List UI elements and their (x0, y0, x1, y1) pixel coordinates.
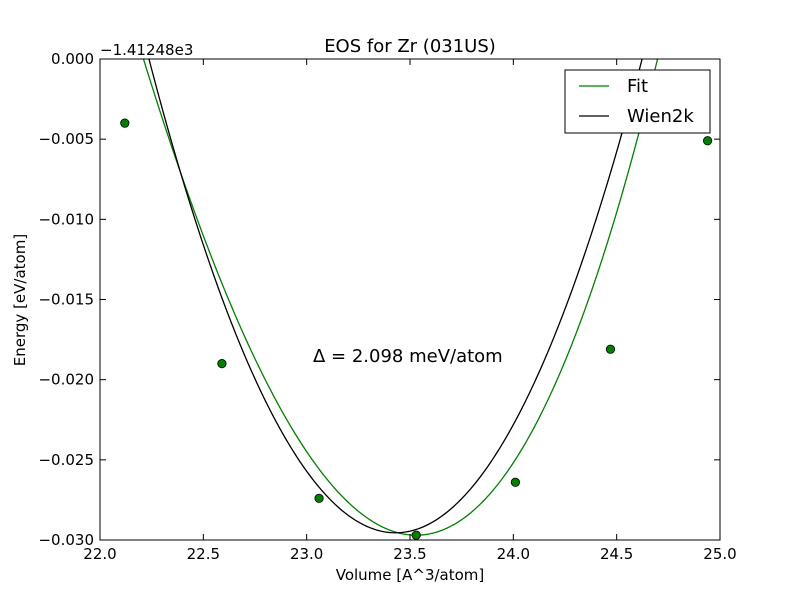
data-point (411, 530, 421, 540)
data-point (120, 118, 130, 128)
y-tick-label: 0.000 (51, 50, 94, 68)
x-tick-label: 24.0 (497, 545, 530, 563)
legend-wien2k-label: Wien2k (627, 106, 694, 127)
chart-title: EOS for Zr (031US) (324, 36, 496, 57)
x-tick-label: 22.0 (83, 545, 116, 563)
x-tick-label: 23.0 (290, 545, 323, 563)
delta-annotation: Δ = 2.098 meV/atom (313, 346, 503, 367)
y-offset-label: −1.41248e3 (100, 41, 193, 59)
data-point (605, 344, 616, 354)
legend-box (564, 69, 711, 134)
data-point (314, 493, 324, 503)
y-axis: 0.000 −0.005 −0.010 −0.015 −0.020 −0.025 −0.03… (38, 50, 720, 549)
y-tick-label: −0.020 (38, 371, 94, 389)
data-point (510, 477, 521, 487)
x-tick-label: 24.5 (600, 545, 633, 563)
x-tick-label: 22.5 (187, 545, 220, 563)
series-wien2k-line (148, 59, 643, 534)
plot-area (100, 59, 720, 540)
legend-fit-label: Fit (627, 76, 648, 97)
x-axis-label: Volume [A^3/atom] (336, 566, 485, 584)
y-tick-label: −0.025 (38, 451, 94, 469)
y-tick-label: −0.015 (38, 291, 94, 309)
y-tick-label: −0.010 (38, 210, 94, 228)
y-tick-label: −0.030 (38, 531, 94, 549)
x-tick-label: 23.5 (393, 545, 426, 563)
legend: Fit Wien2k (564, 69, 711, 134)
data-point (702, 136, 713, 146)
x-tick-label: 25.0 (703, 545, 736, 563)
x-axis: 22.0 22.5 23.0 23.5 24.0 24.5 25.0 (83, 59, 737, 563)
data-point (217, 359, 227, 369)
y-tick-label: −0.005 (38, 130, 94, 148)
y-axis-label: Energy [eV/atom] (11, 234, 29, 366)
markers-layer (120, 118, 713, 540)
